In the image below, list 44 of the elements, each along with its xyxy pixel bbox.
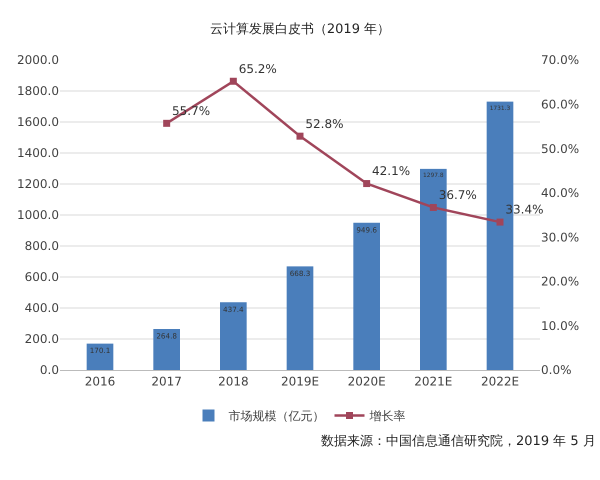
y-tick-label: 400.0	[24, 301, 59, 316]
data-label: 52.8%	[305, 116, 344, 131]
legend-label: 增长率	[368, 409, 406, 424]
point	[163, 120, 170, 127]
point	[296, 132, 304, 140]
y2-tick-label: 60.0%	[541, 97, 580, 112]
y2-tick-label: 50.0%	[541, 142, 580, 156]
y2-tick-label: 30.0%	[541, 230, 580, 244]
y2-tick-label: 40.0%	[541, 186, 580, 200]
data-label: 65.2%	[238, 62, 277, 76]
x-tick-label: 2016	[84, 374, 116, 388]
legend-label: 市场规模（亿元）	[228, 409, 324, 424]
y-tick-label: 800.0	[24, 239, 59, 254]
bar	[353, 222, 380, 370]
y-tick-label: 0.0	[40, 363, 59, 378]
point	[230, 78, 237, 85]
y2-tick-label: 70.0%	[541, 53, 580, 68]
bar	[220, 302, 247, 370]
bar	[86, 344, 114, 370]
y-tick-label: 1200.0	[17, 177, 59, 192]
bar	[153, 328, 180, 370]
x-tick-label: 2017	[151, 374, 182, 388]
y-tick-label: 1000.0	[17, 208, 59, 222]
y-tick-label: 1600.0	[17, 115, 59, 130]
y-tick-label: 600.0	[24, 270, 59, 284]
y-tick-label: 1400.0	[17, 146, 59, 160]
data-label: 42.1%	[372, 164, 410, 178]
point	[363, 180, 370, 188]
y-tick-label: 2000.0	[17, 53, 59, 68]
y2-tick-label: 0.0%	[541, 363, 572, 378]
point	[430, 204, 437, 211]
chart-title: 云计算发展白皮书（2019 年）	[210, 22, 390, 38]
x-tick-label: 2022E	[480, 374, 520, 388]
x-tick-label: 2018	[218, 374, 249, 388]
x-tick-label: 2020E	[348, 374, 386, 388]
x-tick-label: 2021E	[414, 374, 452, 388]
source-note: 数据来源：中国信息通信研究院，2019 年 5 月	[321, 434, 596, 449]
bar	[286, 266, 314, 370]
y-tick-label: 1800.0	[17, 84, 59, 98]
y-tick-label: 200.0	[24, 332, 59, 346]
y2-tick-label: 10.0%	[541, 318, 580, 333]
x-tick-label: 2019E	[280, 374, 320, 388]
point	[496, 218, 504, 226]
y2-tick-label: 20.0%	[541, 274, 580, 289]
